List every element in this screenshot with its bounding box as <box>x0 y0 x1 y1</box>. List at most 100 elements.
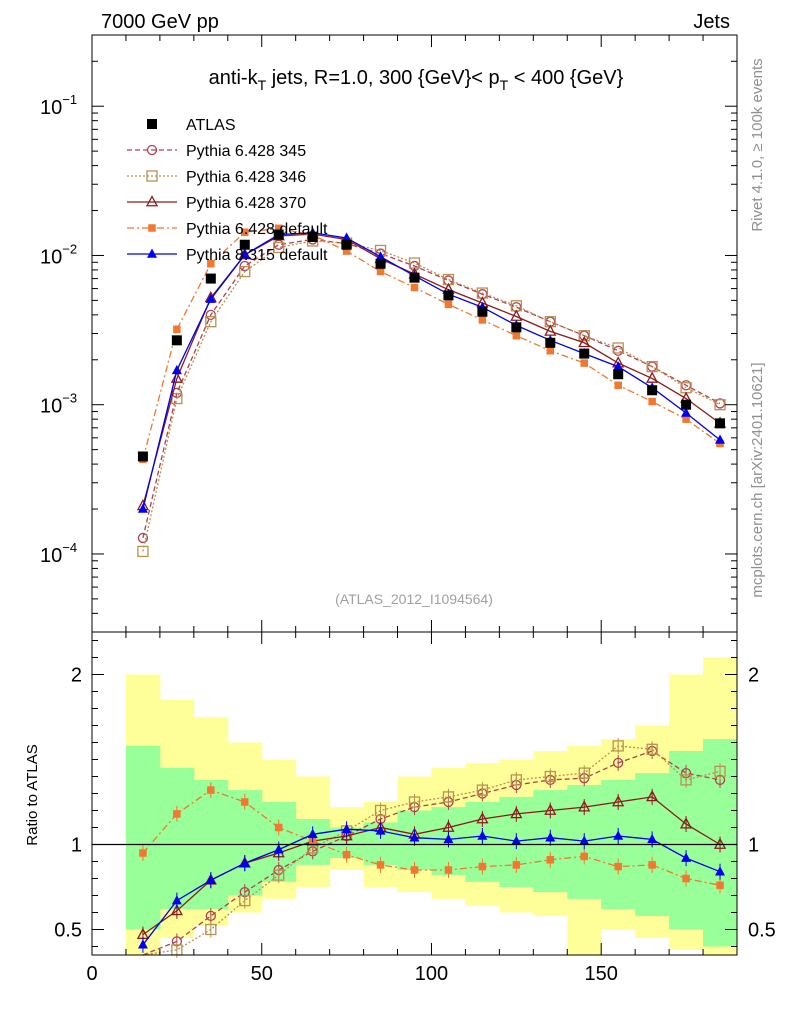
point-pythia-6-428-default <box>444 300 453 309</box>
legend: ATLAS Pythia 6.428 345 Pythia 6.428 346 Pyt… <box>127 117 328 264</box>
point-pythia-8-315-default <box>239 249 250 259</box>
data-point-atlas <box>715 418 726 429</box>
legend-label: Pythia 6.428 default <box>186 221 328 238</box>
point-pythia-8-315-default <box>341 232 352 242</box>
data-point-atlas <box>511 322 522 333</box>
ratio-point-pythia-6-428-346 <box>544 770 556 783</box>
ratio-point-pythia-8-315-default <box>647 833 658 844</box>
legend-marker <box>146 144 158 156</box>
ratio-point-pythia-6-428-346 <box>578 767 590 779</box>
ratio-point-pythia-6-428-346 <box>273 869 285 881</box>
ratio-point-pythia-6-428-346 <box>239 894 251 907</box>
ratio-point-pythia-8-315-default <box>443 833 454 844</box>
ratio-point-pythia-6-428-370 <box>340 829 353 841</box>
main-y-tick-exp: −3 <box>62 391 77 406</box>
legend-label: ATLAS <box>186 117 236 134</box>
point-pythia-6-428-345 <box>613 345 624 356</box>
ratio-point-pythia-6-428-370 <box>510 807 523 819</box>
ratio-y-tick-label-left: 1 <box>71 835 82 857</box>
header-left: 7000 GeV pp <box>101 11 219 33</box>
point-pythia-6-428-default <box>342 247 351 255</box>
mcplots-label: mcplots.cern.ch [arXiv:2401.10621] <box>749 362 766 597</box>
point-pythia-6-428-default <box>648 397 656 406</box>
ratio-point-pythia-6-428-346 <box>680 774 692 786</box>
ratio-point-pythia-6-428-346 <box>374 804 387 817</box>
ratio-point-pythia-6-428-default <box>682 874 690 883</box>
main-y-tick-label: 10−2 <box>40 241 77 268</box>
ratio-point-pythia-6-428-default <box>580 852 588 861</box>
ratio-point-pythia-6-428-370 <box>544 803 557 815</box>
main-y-tick-exp: −2 <box>62 241 77 256</box>
main-y-tick-exp: −4 <box>62 540 77 555</box>
ratio-y-tick-label-right: 0.5 <box>748 920 776 942</box>
rivet-label: Rivet 4.1.0, ≥ 100k events <box>749 58 766 231</box>
data-point-atlas <box>137 451 148 462</box>
ratio-point-pythia-8-315-default <box>579 835 590 845</box>
ratio-point-pythia-8-315-default <box>307 828 318 839</box>
ratio-point-pythia-6-428-default <box>614 862 622 871</box>
ratio-point-pythia-6-428-default <box>546 856 555 864</box>
main-y-tick-label: 10−4 <box>40 540 77 567</box>
point-pythia-8-315-default <box>137 503 148 513</box>
point-pythia-6-428-default <box>207 259 215 268</box>
point-pythia-6-428-346 <box>612 342 624 354</box>
ratio-point-pythia-6-428-default <box>512 861 521 869</box>
ratio-line-pythia-6-428-345 <box>142 750 721 956</box>
ratio-point-pythia-8-315-default <box>409 832 420 842</box>
legend-marker <box>147 119 157 129</box>
data-point-atlas <box>579 348 590 359</box>
ratio-point-pythia-8-315-default <box>375 825 386 835</box>
point-pythia-6-428-default <box>410 283 419 292</box>
ratio-y-label: Ratio to ATLAS <box>24 744 41 845</box>
ratio-point-pythia-6-428-default <box>139 849 147 857</box>
x-tick-label: 50 <box>251 963 273 985</box>
series-line-pythia-6-428-default <box>142 227 721 460</box>
legend-marker <box>148 224 156 232</box>
point-pythia-6-428-370 <box>646 371 659 383</box>
green-band-bin <box>159 768 195 910</box>
point-pythia-6-428-346 <box>273 241 285 254</box>
ratio-point-pythia-6-428-346 <box>408 796 421 808</box>
title-part-c: < 400 {GeV} <box>508 67 623 89</box>
ratio-uncertainty-bands <box>125 657 738 955</box>
ratio-point-pythia-8-315-default <box>477 830 488 840</box>
green-band-bin <box>125 745 161 930</box>
ratio-line-pythia-8-315-default <box>142 828 721 946</box>
ratio-point-pythia-6-428-default <box>274 823 283 832</box>
data-point-atlas <box>239 239 250 250</box>
ratio-point-pythia-8-315-default <box>273 844 284 854</box>
legend-label: Pythia 8.315 default <box>186 247 328 264</box>
data-point-atlas <box>647 385 658 396</box>
ratio-point-pythia-8-315-default <box>341 823 352 833</box>
data-point-atlas <box>681 399 692 410</box>
ratio-point-pythia-6-428-346 <box>510 774 522 786</box>
x-tick-label: 150 <box>585 963 618 985</box>
ratio-point-pythia-6-428-346 <box>476 784 489 796</box>
ratio-point-pythia-6-428-346 <box>646 743 658 755</box>
ratio-point-pythia-6-428-default <box>376 861 385 869</box>
data-point-atlas <box>375 258 386 269</box>
ratio-point-pythia-8-315-default <box>239 857 250 867</box>
legend-entry: Pythia 6.428 default <box>127 221 328 238</box>
ratio-point-pythia-6-428-346 <box>612 740 624 752</box>
legend-marker <box>147 248 157 258</box>
data-point-atlas <box>443 290 454 301</box>
ratio-point-pythia-6-428-default <box>173 810 181 818</box>
ratio-point-pythia-6-428-default <box>478 862 487 871</box>
point-pythia-6-428-370 <box>170 371 183 383</box>
ratio-point-pythia-6-428-345 <box>613 757 624 769</box>
ratio-point-pythia-6-428-370 <box>578 800 591 812</box>
point-pythia-6-428-346 <box>137 545 149 558</box>
main-y-tick-base: 10 <box>40 246 62 268</box>
series-line-pythia-6-428-346 <box>142 240 721 552</box>
ratio-point-pythia-6-428-default <box>241 798 249 806</box>
main-y-tick-base: 10 <box>40 545 62 567</box>
point-pythia-6-428-346 <box>205 316 217 328</box>
legend-entry: Pythia 6.428 345 <box>127 143 306 160</box>
ratio-y-tick-label-left: 0.5 <box>54 920 82 942</box>
ratio-point-pythia-6-428-370 <box>646 790 659 802</box>
point-pythia-8-315-default <box>375 251 386 261</box>
point-pythia-6-428-default <box>173 325 181 334</box>
series-line-pythia-8-315-default <box>142 232 721 510</box>
point-pythia-8-315-default <box>205 293 216 303</box>
